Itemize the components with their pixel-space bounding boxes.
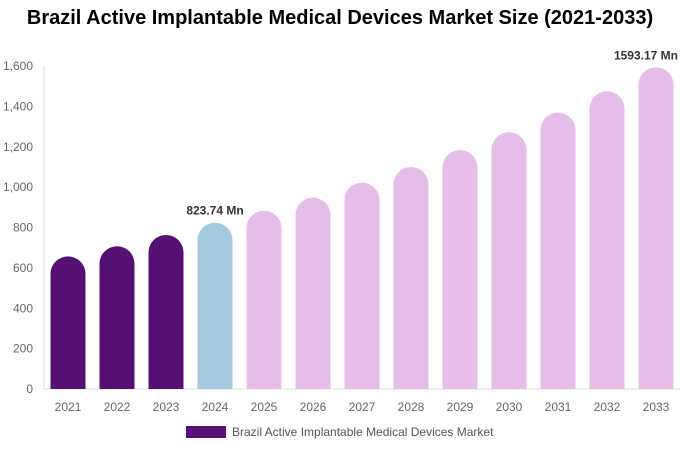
y-tick-label: 1,200 xyxy=(3,140,33,154)
bar-2030 xyxy=(491,132,527,389)
x-tick-label: 2025 xyxy=(251,400,278,414)
y-tick-label: 800 xyxy=(13,221,33,235)
x-tick-label: 2023 xyxy=(153,400,180,414)
chart-title: Brazil Active Implantable Medical Device… xyxy=(26,7,654,29)
bar-2024 xyxy=(197,222,233,389)
y-tick-label: 1,400 xyxy=(3,99,33,113)
legend: Brazil Active Implantable Medical Device… xyxy=(186,425,493,439)
bar-2025 xyxy=(246,210,282,389)
y-tick-label: 600 xyxy=(13,261,33,275)
data-label-2033: 1593.17 Mn xyxy=(614,48,678,62)
bar-2027 xyxy=(344,182,380,389)
x-tick-label: 2021 xyxy=(55,400,82,414)
x-tick-label: 2029 xyxy=(447,400,474,414)
x-tick-label: 2033 xyxy=(643,400,670,414)
x-tick-label: 2031 xyxy=(545,400,572,414)
x-tick-label: 2032 xyxy=(594,400,621,414)
y-tick-label: 1,000 xyxy=(3,180,33,194)
x-tick-label: 2027 xyxy=(349,400,376,414)
x-tick-label: 2028 xyxy=(398,400,425,414)
x-tick-label: 2030 xyxy=(496,400,523,414)
bar-2029 xyxy=(442,149,478,389)
bar-2032 xyxy=(589,91,625,389)
bar-2026 xyxy=(295,197,331,389)
x-tick-label: 2024 xyxy=(202,400,229,414)
y-tick-label: 400 xyxy=(13,301,33,315)
bar-2028 xyxy=(393,166,429,389)
bar-2033 xyxy=(638,67,674,389)
data-label-2024: 823.74 Mn xyxy=(186,204,243,218)
legend-label: Brazil Active Implantable Medical Device… xyxy=(232,425,494,439)
x-tick-label: 2022 xyxy=(104,400,131,414)
bar-2023 xyxy=(148,234,184,389)
bar-2031 xyxy=(540,112,576,389)
y-tick-label: 0 xyxy=(26,382,33,396)
y-tick-label: 200 xyxy=(13,342,33,356)
bar-2021 xyxy=(50,256,86,389)
bar-2022 xyxy=(99,246,135,389)
x-tick-label: 2026 xyxy=(300,400,327,414)
legend-swatch xyxy=(186,426,226,438)
y-tick-label: 1,600 xyxy=(3,59,33,73)
